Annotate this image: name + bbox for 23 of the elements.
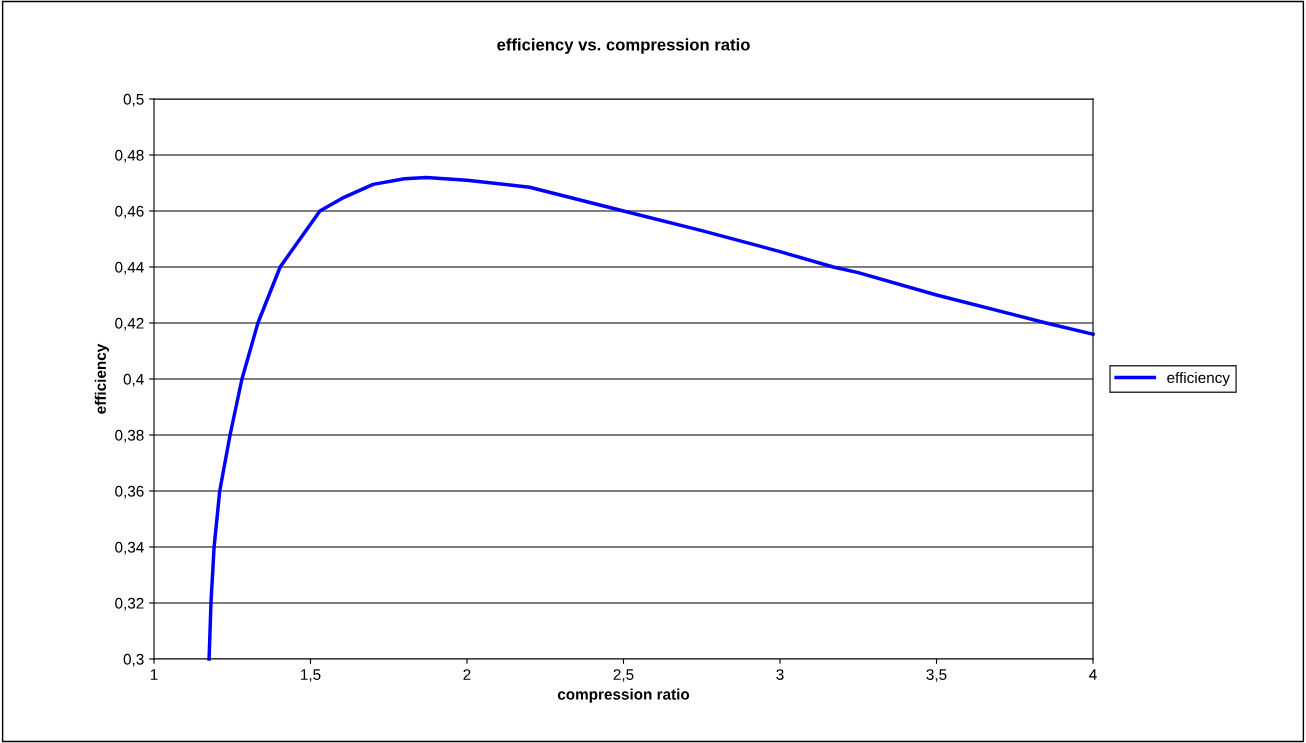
y-tick-label: 0,36 xyxy=(115,485,144,499)
y-tick-label: 0,38 xyxy=(115,429,144,443)
y-tick-label: 0,42 xyxy=(115,317,144,331)
y-tick-label: 0,34 xyxy=(115,541,144,555)
y-tick-label: 0,5 xyxy=(123,93,144,107)
y-tick-label: 0,4 xyxy=(123,373,144,387)
y-tick-label: 0,48 xyxy=(115,149,144,163)
x-tick-label: 2 xyxy=(463,669,471,680)
y-tick-label: 0,3 xyxy=(123,653,144,667)
chart-title: efficiency vs. compression ratio xyxy=(497,38,750,54)
x-axis-title: compression ratio xyxy=(557,688,690,703)
y-tick-label: 0,44 xyxy=(115,261,144,275)
x-tick-label: 2,5 xyxy=(613,669,634,682)
y-axis-title: efficiency xyxy=(94,343,109,414)
x-tick-label: 1,5 xyxy=(301,669,321,682)
x-tick-label: 4 xyxy=(1089,669,1097,680)
x-tick-label: 3,5 xyxy=(926,669,947,682)
legend-label: efficiency xyxy=(1167,371,1230,387)
x-tick-label: 3 xyxy=(776,669,784,680)
line-series xyxy=(207,175,1095,661)
x-tick-label: 1 xyxy=(150,669,158,680)
y-tick-label: 0,32 xyxy=(115,597,144,611)
y-tick-label: 0,46 xyxy=(115,205,144,219)
